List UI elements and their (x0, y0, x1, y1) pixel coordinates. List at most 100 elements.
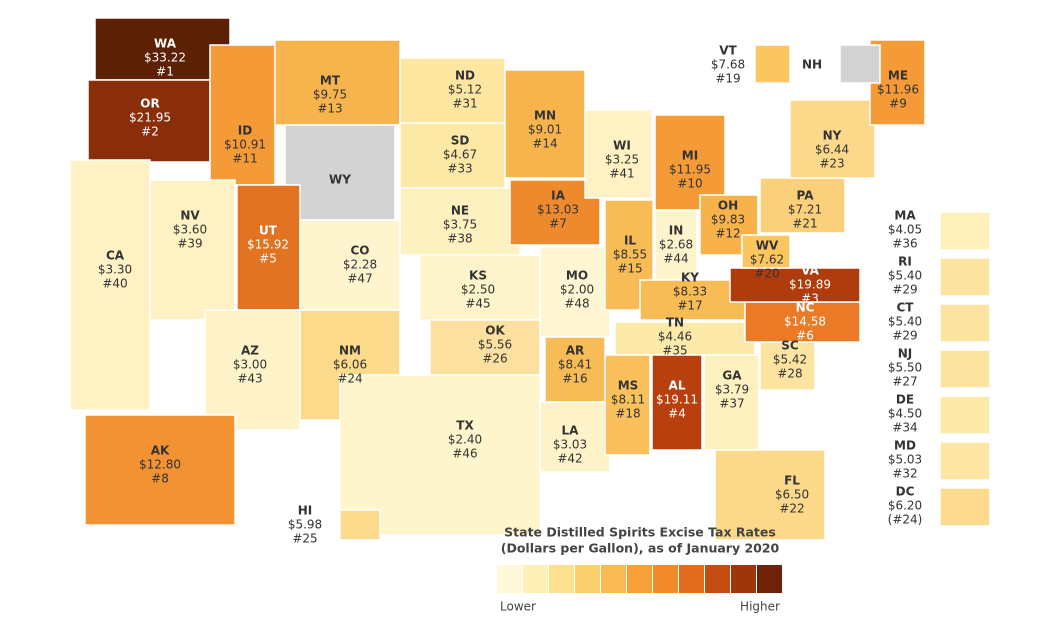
state-shape (274, 39, 401, 126)
state-abbr: IL (624, 234, 636, 248)
state-rate: $4.67 (443, 148, 477, 162)
state-rate: $6.44 (815, 143, 849, 157)
state-rate: $3.30 (98, 263, 132, 277)
legend-swatch (705, 565, 730, 593)
state-abbr: CT (897, 301, 915, 315)
state-abbr: KS (469, 269, 487, 283)
state-abbr: MI (682, 149, 698, 163)
state-abbr: ND (455, 69, 475, 83)
state-rank: #26 (482, 352, 507, 366)
state-abbr: IA (551, 189, 565, 203)
state-rank: #45 (465, 297, 490, 311)
state-rate: $21.95 (129, 111, 171, 125)
state-shape (729, 267, 861, 303)
state-rate: $7.21 (788, 203, 822, 217)
state-rate: $4.50 (888, 407, 922, 421)
state-rate: $3.60 (173, 223, 207, 237)
state-shape (699, 194, 759, 256)
state-rank: #15 (617, 262, 642, 276)
legend-swatch (601, 565, 626, 593)
state-shape (604, 354, 651, 456)
legend-swatch (731, 565, 756, 593)
state-shape (69, 159, 151, 411)
state-rate: $2.28 (343, 258, 377, 272)
state-rank: #24 (337, 372, 362, 386)
state-shape (94, 17, 231, 81)
state-abbr: DC (896, 485, 915, 499)
state-rank: #25 (292, 532, 317, 546)
state-rate: $19.11 (656, 393, 698, 407)
state-rate: $15.92 (247, 238, 289, 252)
state-abbr: SD (451, 134, 470, 148)
state-rank: #28 (777, 367, 802, 381)
state-abbr: NE (451, 204, 469, 218)
legend-title: State Distilled Spirits Excise Tax Rates (504, 525, 776, 540)
state-abbr: CA (106, 249, 125, 263)
state-rank: #20 (754, 267, 779, 281)
state-rate: $2.40 (448, 433, 482, 447)
state-abbr: MS (618, 379, 639, 393)
state-abbr: WY (329, 173, 351, 187)
state-shape (429, 319, 541, 376)
state-abbr: HI (298, 504, 313, 518)
state-rank: #38 (447, 232, 472, 246)
state-rank: #16 (562, 372, 587, 386)
state-abbr: NV (180, 209, 200, 223)
state-rank: #9 (889, 97, 907, 111)
legend-swatch (523, 565, 548, 593)
state-rate: $5.12 (448, 83, 482, 97)
legend-title: (Dollars per Gallon), as of January 2020 (501, 541, 780, 556)
state-abbr: WA (154, 37, 177, 51)
state-shape (789, 99, 876, 179)
state-rate: $3.79 (715, 383, 749, 397)
state-shape (939, 303, 991, 343)
state-rank: #29 (892, 329, 917, 343)
state-rate: $5.56 (478, 338, 512, 352)
state-rate: $9.83 (711, 213, 745, 227)
state-rate: $13.03 (537, 203, 579, 217)
state-rate: $2.68 (659, 238, 693, 252)
state-rank: #2 (141, 125, 159, 139)
state-shape (584, 109, 653, 199)
state-rank: #29 (892, 283, 917, 297)
state-abbr: GA (722, 369, 742, 383)
state-rank: #34 (892, 421, 917, 435)
legend-swatch (497, 565, 522, 593)
state-rate: $3.03 (553, 438, 587, 452)
state-shape (759, 341, 816, 391)
state-shape (544, 336, 606, 403)
state-rate: $14.58 (784, 315, 826, 329)
state-abbr: WI (613, 139, 631, 153)
state-rank: #18 (615, 407, 640, 421)
state-rate: $33.22 (144, 51, 186, 65)
state-abbr: MN (534, 109, 556, 123)
state-rank: #41 (609, 167, 634, 181)
state-rate: $11.95 (669, 163, 711, 177)
state-rate: $8.55 (613, 248, 647, 262)
state-shape (651, 354, 703, 451)
state-rate: $7.62 (750, 253, 784, 267)
state-rank: #36 (892, 237, 917, 251)
state-shape (654, 209, 698, 281)
state-abbr: VT (719, 44, 737, 58)
state-abbr: VA (801, 264, 819, 278)
legend-swatch (627, 565, 652, 593)
state-rank: #10 (677, 177, 702, 191)
state-rate: $8.33 (673, 285, 707, 299)
state-abbr: OH (718, 199, 738, 213)
state-shape (939, 349, 991, 389)
state-abbr: IN (669, 224, 684, 238)
state-rank: #14 (532, 137, 557, 151)
state-rate: $9.75 (313, 88, 347, 102)
state-rank: #6 (796, 329, 814, 343)
state-rank: #23 (819, 157, 844, 171)
state-rate: $6.20 (888, 499, 922, 513)
state-abbr: NM (339, 344, 361, 358)
state-rank: (#24) (888, 513, 923, 527)
state-rank: #47 (347, 272, 372, 286)
state-shape (539, 246, 611, 338)
state-abbr: RI (898, 255, 912, 269)
state-rate: $5.03 (888, 453, 922, 467)
state-abbr: MD (894, 439, 916, 453)
state-abbr: NC (796, 301, 815, 315)
